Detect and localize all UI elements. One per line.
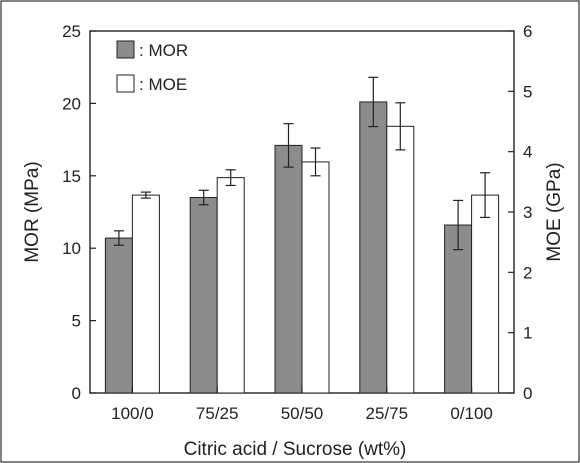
- y2-axis-title: MOE (GPa): [544, 162, 565, 261]
- mor-bar: [359, 101, 388, 394]
- right-tick-label: 1: [523, 324, 532, 343]
- right-tick-label: 2: [523, 263, 532, 282]
- legend-swatch-moe: [116, 74, 135, 93]
- moe-bar: [131, 194, 160, 394]
- left-axis-ticks: 0 5 10 15 20 25: [62, 22, 96, 403]
- left-tick-label: 15: [62, 167, 81, 186]
- moe-bar: [216, 177, 245, 394]
- right-tick-label: 4: [523, 143, 532, 162]
- error-bars-group: [113, 76, 491, 251]
- y-axis-title: MOR (MPa): [22, 161, 43, 262]
- right-tick-label: 3: [523, 203, 532, 222]
- right-tick-label: 5: [523, 82, 532, 101]
- left-tick-label: 5: [72, 312, 81, 331]
- legend-label-moe: : MOE: [139, 75, 187, 94]
- x-tick-label: 25/75: [366, 404, 409, 423]
- left-tick-label: 0: [72, 384, 81, 403]
- moe-bar: [301, 161, 330, 394]
- x-tick-label: 100/0: [111, 404, 154, 423]
- x-tick-label: 75/25: [196, 404, 239, 423]
- x-axis-ticks: 100/0 75/25 50/50 25/75 0/100: [111, 387, 493, 423]
- legend: : MOR : MOE: [116, 40, 188, 94]
- left-tick-label: 20: [62, 94, 81, 113]
- legend-label-mor: : MOR: [139, 41, 188, 60]
- mor-bar: [104, 237, 133, 394]
- x-tick-label: 0/100: [450, 404, 493, 423]
- moe-bar: [471, 194, 500, 394]
- mor-bar: [274, 144, 303, 394]
- mor-bar: [189, 197, 218, 394]
- left-tick-label: 10: [62, 239, 81, 258]
- bars-group: [104, 101, 500, 394]
- moe-bar: [386, 125, 415, 394]
- right-tick-label: 0: [523, 384, 532, 403]
- left-tick-label: 25: [62, 22, 81, 41]
- x-tick-label: 50/50: [281, 404, 324, 423]
- legend-swatch-mor: [116, 40, 135, 59]
- right-tick-label: 6: [523, 22, 532, 41]
- x-axis-title: Citric acid / Sucrose (wt%): [184, 439, 407, 460]
- right-axis-ticks: 0 1 2 3 4 5 6: [508, 22, 532, 403]
